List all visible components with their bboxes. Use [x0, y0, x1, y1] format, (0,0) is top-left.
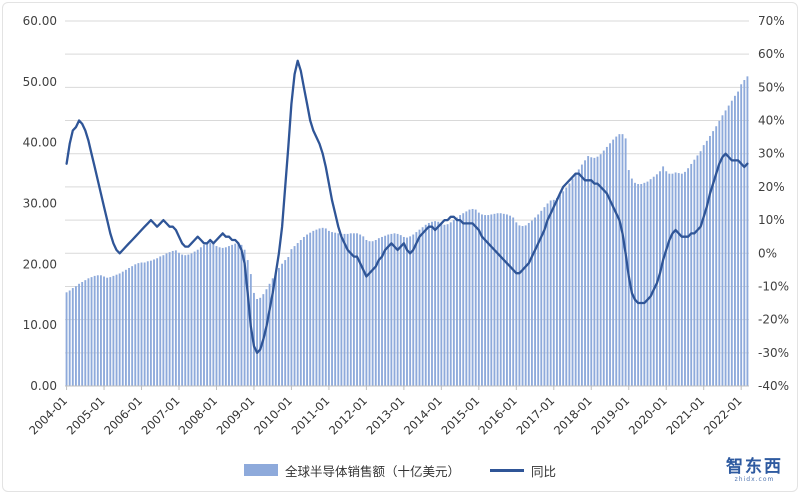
svg-text:60%: 60% — [758, 47, 785, 61]
legend-label-yoy: 同比 — [531, 463, 557, 479]
svg-text:2022-01: 2022-01 — [701, 394, 745, 438]
svg-text:2018-01: 2018-01 — [551, 394, 595, 438]
svg-text:2010-01: 2010-01 — [251, 394, 295, 438]
svg-text:2007-01: 2007-01 — [139, 394, 183, 438]
svg-text:2009-01: 2009-01 — [214, 394, 258, 438]
svg-text:2020-01: 2020-01 — [626, 394, 670, 438]
svg-text:-10%: -10% — [758, 279, 789, 293]
svg-text:2016-01: 2016-01 — [476, 394, 520, 438]
svg-text:50%: 50% — [758, 80, 785, 94]
svg-text:20.00: 20.00 — [23, 257, 57, 271]
left-axis-labels: 0.00 10.00 20.00 30.00 40.00 50.00 60.00 — [23, 14, 57, 393]
svg-text:40%: 40% — [758, 114, 785, 128]
svg-text:0.00: 0.00 — [30, 379, 57, 393]
legend-item-sales: 全球半导体销售额（十亿美元） — [243, 461, 460, 480]
svg-text:2015-01: 2015-01 — [438, 394, 482, 438]
x-axis-labels: 2004-012005-012006-012007-012008-012009-… — [26, 386, 745, 438]
yoy-line-series — [65, 59, 749, 354]
svg-text:20%: 20% — [758, 180, 785, 194]
bar-series-swatch-icon — [243, 464, 278, 476]
chart-legend: 全球半导体销售额（十亿美元） 同比 — [3, 459, 797, 481]
svg-text:2021-01: 2021-01 — [663, 394, 707, 438]
svg-text:2014-01: 2014-01 — [401, 394, 445, 438]
bars-series — [65, 76, 749, 387]
svg-text:-20%: -20% — [758, 313, 789, 327]
svg-text:2008-01: 2008-01 — [176, 394, 220, 438]
watermark-logo: 智东西 zhidx.com — [726, 456, 783, 483]
svg-text:2004-01: 2004-01 — [26, 394, 70, 438]
svg-text:-30%: -30% — [758, 346, 789, 360]
legend-item-yoy: 同比 — [490, 461, 556, 480]
svg-text:60.00: 60.00 — [23, 14, 57, 28]
svg-text:2012-01: 2012-01 — [326, 394, 370, 438]
svg-text:2011-01: 2011-01 — [289, 394, 333, 438]
svg-text:40.00: 40.00 — [23, 136, 57, 150]
svg-text:2005-01: 2005-01 — [64, 394, 108, 438]
line-series-swatch-icon — [490, 468, 524, 472]
svg-text:30.00: 30.00 — [23, 197, 57, 211]
svg-text:2019-01: 2019-01 — [588, 394, 632, 438]
watermark-text: 智东西 — [726, 456, 783, 477]
legend-label-sales: 全球半导体销售额（十亿美元） — [284, 463, 460, 479]
svg-text:-40%: -40% — [758, 379, 789, 393]
svg-text:50.00: 50.00 — [23, 75, 57, 89]
svg-text:2017-01: 2017-01 — [513, 394, 557, 438]
svg-text:2013-01: 2013-01 — [364, 394, 408, 438]
svg-text:10.00: 10.00 — [23, 318, 57, 332]
svg-text:10%: 10% — [758, 213, 785, 227]
svg-text:0%: 0% — [758, 246, 777, 260]
right-axis-labels: -40% -30% -20% -10% 0% 10% 20% 30% 40% 50% 60% 70% — [758, 14, 789, 393]
svg-text:2006-01: 2006-01 — [101, 394, 145, 438]
watermark-subtext: zhidx.com — [734, 475, 775, 483]
svg-text:70%: 70% — [758, 14, 785, 28]
svg-text:30%: 30% — [758, 147, 785, 161]
chart-canvas: 0.00 10.00 20.00 30.00 40.00 50.00 60.00 -40% -3… — [23, 14, 789, 438]
